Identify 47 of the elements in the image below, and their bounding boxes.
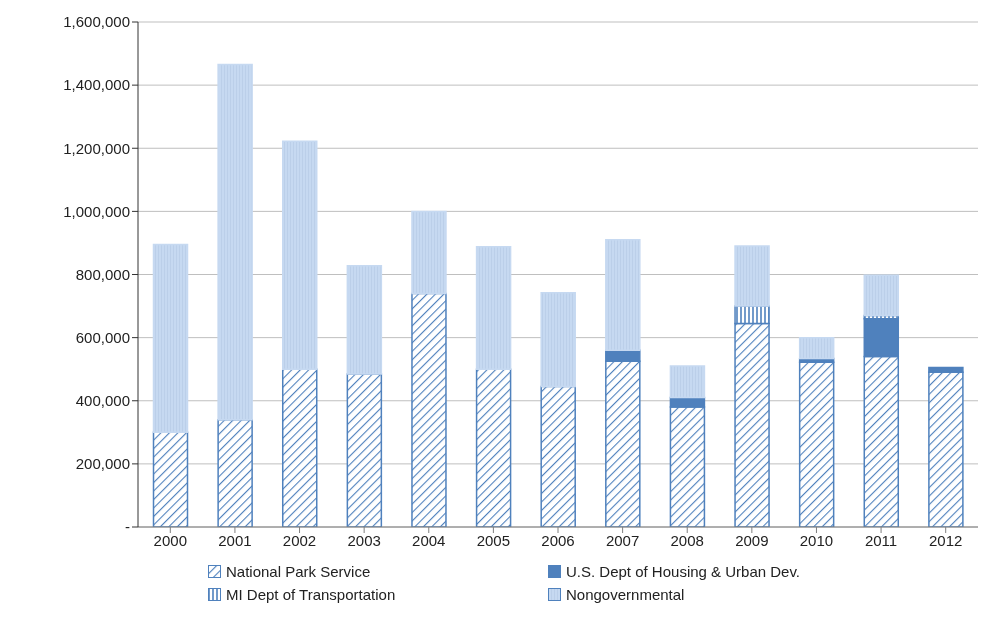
bar xyxy=(346,264,383,375)
bar xyxy=(152,431,189,527)
bar xyxy=(798,336,835,360)
y-tick-label: 1,200,000 xyxy=(63,139,130,157)
x-tick-label: 2011 xyxy=(864,531,898,549)
y-tick-label: 1,600,000 xyxy=(63,13,130,31)
x-tick-label: 2002 xyxy=(282,531,317,549)
x-tick-label: 2005 xyxy=(476,531,511,549)
y-tick-label: 1,400,000 xyxy=(63,76,130,94)
x-tick-label: 2007 xyxy=(605,531,640,549)
bar xyxy=(281,368,318,527)
x-tick-label: 2001 xyxy=(218,531,252,549)
bar xyxy=(540,385,576,527)
bar xyxy=(863,274,900,317)
legend-label: National Park Service xyxy=(226,563,371,580)
bar xyxy=(605,239,641,351)
x-tick-label: 2000 xyxy=(153,531,187,549)
bar xyxy=(475,245,512,370)
legend-label: U.S. Dept of Housing & Urban Dev. xyxy=(566,563,800,580)
x-tick-label: 2009 xyxy=(735,531,769,549)
y-tick-label: 400,000 xyxy=(75,392,130,410)
legend-label: Nongovernmental xyxy=(566,586,685,603)
bar xyxy=(346,373,383,527)
bar xyxy=(281,140,318,370)
y-tick-label: 800,000 xyxy=(75,265,130,283)
bar xyxy=(217,63,253,421)
y-tick-label: 200,000 xyxy=(75,455,130,473)
bar xyxy=(411,210,447,295)
y-tick-label: 1,000,000 xyxy=(63,202,130,220)
bar xyxy=(411,292,447,527)
x-tick-label: 2012 xyxy=(929,531,963,549)
bar xyxy=(734,245,770,307)
bar xyxy=(152,243,189,434)
bar xyxy=(217,418,253,527)
bar xyxy=(798,361,835,527)
legend-label: MI Dept of Transportation xyxy=(226,586,396,603)
x-tick-label: 2006 xyxy=(541,531,575,549)
y-tick-label: - xyxy=(125,518,130,536)
bar xyxy=(928,371,964,527)
bar xyxy=(475,368,512,527)
bar xyxy=(540,292,576,388)
y-tick-label: 600,000 xyxy=(75,328,130,346)
x-tick-label: 2010 xyxy=(799,531,834,549)
x-tick-label: 2003 xyxy=(347,531,381,549)
x-tick-label: 2004 xyxy=(412,531,446,549)
bar xyxy=(669,365,706,399)
x-tick-label: 2008 xyxy=(670,531,704,549)
